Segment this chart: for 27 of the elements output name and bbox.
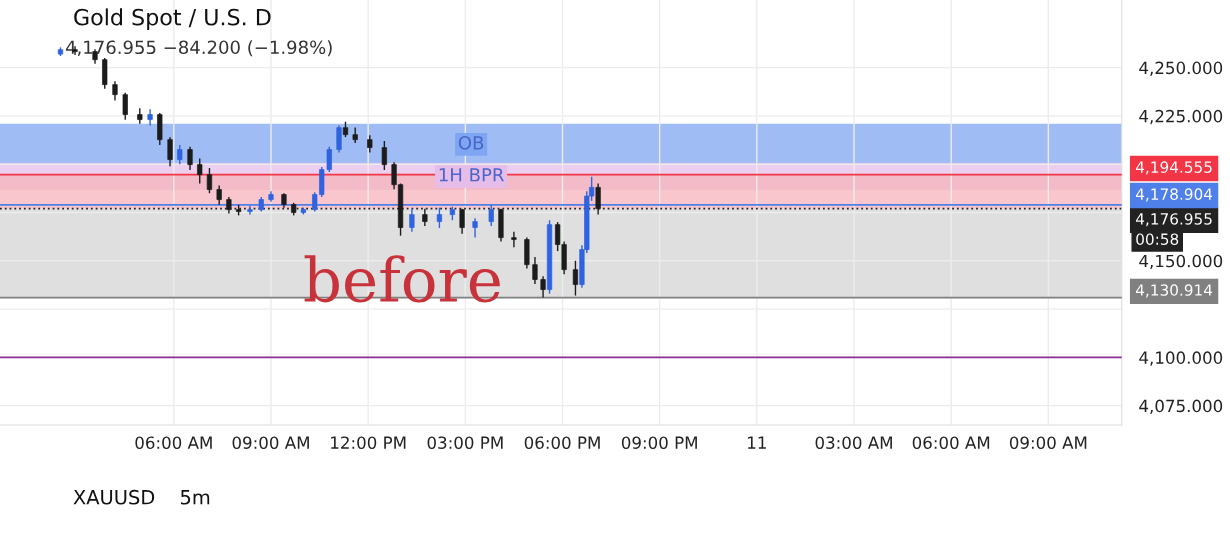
x-tick-label: 11 [748,436,766,449]
text: 00:58 [1136,233,1179,245]
ref-line-label: 4,130.914 [1135,284,1213,298]
x-tick-label: 09:00 AM [232,436,309,449]
text: 5m [180,490,210,505]
ref-line-label: 4,178.904 [1135,188,1213,202]
y-tick-label: 4,225.000 [1139,109,1223,125]
x-tick-label: 06:00 AM [135,436,212,449]
x-tick-label: 12:00 PM [331,436,406,449]
text: XAUUSD [73,489,155,505]
y-tick-label: 4,075.000 [1139,399,1223,414]
ref-line-label: 4,194.555 [1135,161,1212,175]
x-tick-label: 09:00 AM [1009,436,1087,449]
x-tick-label: 06:00 AM [912,436,990,449]
y-tick-label: 4,150.000 [1139,254,1223,270]
x-tick-label: 09:00 PM [621,436,697,449]
x-tick-label: 03:00 PM [427,436,503,449]
y-tick-label: 4,250.000 [1139,61,1223,76]
annotation: before [304,255,500,303]
ref-line-label: 4,176.955 [1135,213,1212,227]
x-tick-label: 06:00 PM [524,436,600,449]
y-tick-label: 4,100.000 [1139,351,1223,366]
text: 4,176.955 −84.200 (−1.98%) [65,40,332,57]
chart-title: Gold Spot / U.S. D [74,8,271,30]
band-label: OB [458,135,484,150]
band-label: 1H BPR [439,168,504,182]
x-tick-label: 03:00 AM [815,436,892,449]
